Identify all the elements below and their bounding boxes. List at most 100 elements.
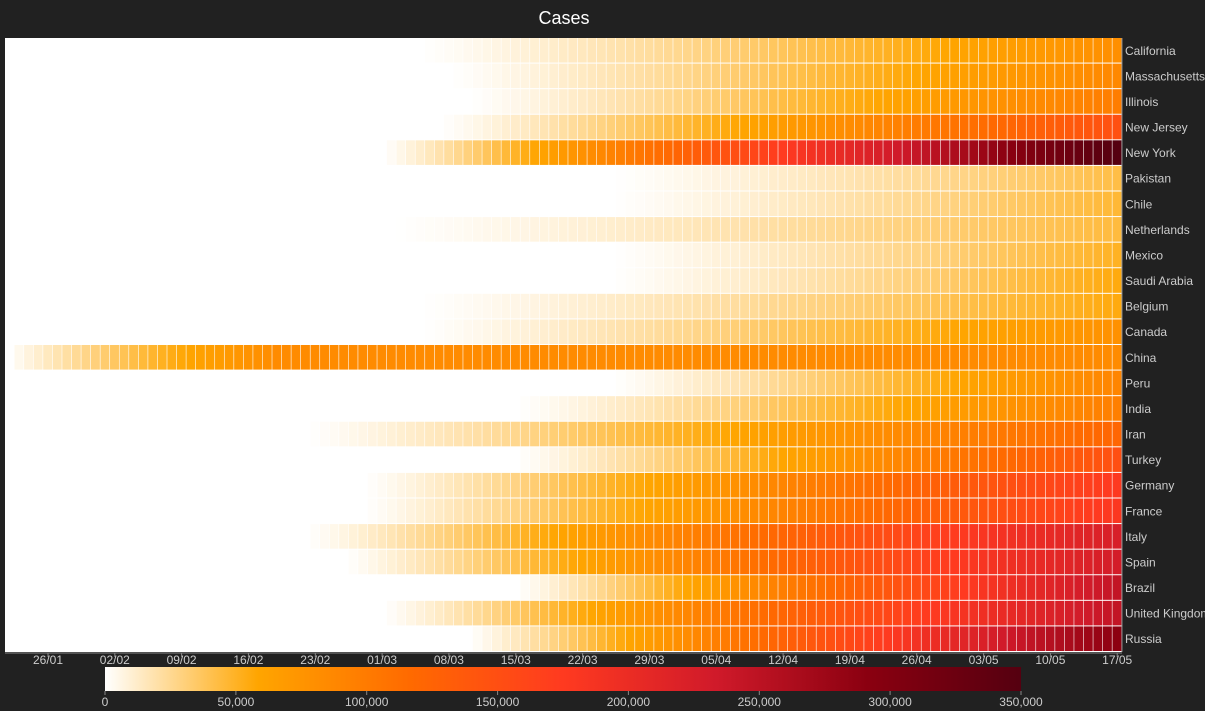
heatmap-cell xyxy=(215,191,224,217)
heatmap-cell xyxy=(864,242,874,268)
heatmap-cell xyxy=(883,600,893,626)
heatmap-cell xyxy=(568,114,578,140)
heatmap-cell xyxy=(1102,293,1112,319)
heatmap-cell xyxy=(1093,319,1103,344)
heatmap-cell xyxy=(243,575,253,600)
heatmap-cell xyxy=(501,549,511,575)
heatmap-cell xyxy=(463,575,473,600)
heatmap-cell xyxy=(291,191,301,217)
heatmap-cell xyxy=(587,447,597,472)
heatmap-cell xyxy=(1093,396,1103,421)
heatmap-cell xyxy=(759,268,769,293)
heatmap-cell xyxy=(167,242,177,268)
heatmap-cell xyxy=(243,268,253,293)
heatmap-cell xyxy=(444,600,454,626)
heatmap-cell xyxy=(205,217,215,242)
heatmap-cell xyxy=(969,447,979,472)
heatmap-cell xyxy=(243,140,253,165)
heatmap-cell xyxy=(1083,293,1093,319)
heatmap-cell xyxy=(997,345,1007,370)
heatmap-cell xyxy=(167,370,177,396)
heatmap-cell xyxy=(157,165,167,191)
heatmap-cell xyxy=(14,89,24,114)
legend-tick-label: 50,000 xyxy=(218,695,255,709)
heatmap-cell xyxy=(320,38,329,63)
heatmap-cell xyxy=(1083,626,1093,651)
heatmap-cell xyxy=(81,396,91,421)
heatmap-cell xyxy=(911,114,921,140)
heatmap-cell xyxy=(14,268,24,293)
heatmap-cell xyxy=(224,217,234,242)
heatmap-cell xyxy=(921,626,931,651)
heatmap-cell xyxy=(740,549,750,575)
heatmap-cell xyxy=(854,114,864,140)
heatmap-cell xyxy=(339,472,349,498)
heatmap-cell xyxy=(434,626,444,651)
heatmap-cell xyxy=(682,140,692,165)
heatmap-cell xyxy=(921,345,931,370)
heatmap-cell xyxy=(606,63,616,89)
heatmap-cell xyxy=(892,447,902,472)
heatmap-cell xyxy=(1055,165,1065,191)
heatmap-cell xyxy=(701,575,711,600)
heatmap-cell xyxy=(415,498,425,524)
heatmap-cell xyxy=(797,268,807,293)
heatmap-cell xyxy=(425,396,435,421)
heatmap-cell xyxy=(310,293,320,319)
heatmap-cell xyxy=(310,396,320,421)
heatmap-cell xyxy=(119,421,129,447)
heatmap-cell xyxy=(1064,191,1074,217)
heatmap-cell xyxy=(262,600,272,626)
heatmap-cell xyxy=(43,549,53,575)
heatmap-cell xyxy=(911,498,921,524)
heatmap-cell xyxy=(386,293,396,319)
heatmap-cell xyxy=(310,114,320,140)
heatmap-cell xyxy=(768,472,778,498)
heatmap-cell xyxy=(806,217,816,242)
heatmap-cell xyxy=(463,345,473,370)
heatmap-cell xyxy=(110,293,119,319)
heatmap-cell xyxy=(663,421,673,447)
heatmap-cell xyxy=(405,600,415,626)
heatmap-cell xyxy=(721,575,730,600)
heatmap-cell xyxy=(444,524,454,549)
heatmap-cell xyxy=(530,524,540,549)
heatmap-cell xyxy=(1102,498,1112,524)
heatmap-cell xyxy=(224,549,234,575)
heatmap-cell xyxy=(148,268,158,293)
heatmap-cell xyxy=(616,498,625,524)
heatmap-cell xyxy=(510,447,520,472)
heatmap-cell xyxy=(873,421,883,447)
heatmap-cell xyxy=(444,626,454,651)
heatmap-cell xyxy=(405,217,415,242)
heatmap-cell xyxy=(969,191,979,217)
heatmap-cell xyxy=(377,165,387,191)
heatmap-cell xyxy=(215,549,224,575)
heatmap-cell xyxy=(740,293,750,319)
heatmap-cell xyxy=(119,319,129,344)
heatmap-cell xyxy=(835,63,845,89)
heatmap-cell xyxy=(988,217,998,242)
heatmap-cell xyxy=(110,268,119,293)
heatmap-cell xyxy=(62,140,72,165)
heatmap-cell xyxy=(1016,370,1026,396)
heatmap-cell xyxy=(310,600,320,626)
heatmap-cell xyxy=(568,396,578,421)
heatmap-cell xyxy=(577,396,587,421)
heatmap-cell xyxy=(1045,268,1055,293)
heatmap-cell xyxy=(797,549,807,575)
heatmap-cell xyxy=(176,140,186,165)
heatmap-cell xyxy=(864,396,874,421)
heatmap-cell xyxy=(1112,600,1122,626)
heatmap-cell xyxy=(950,268,960,293)
heatmap-cell xyxy=(530,421,540,447)
heatmap-cell xyxy=(606,319,616,344)
heatmap-cell xyxy=(969,63,979,89)
heatmap-cell xyxy=(682,114,692,140)
heatmap-cell xyxy=(978,345,988,370)
heatmap-cell xyxy=(635,217,645,242)
heatmap-cell xyxy=(52,217,62,242)
heatmap-cell xyxy=(43,524,53,549)
heatmap-cell xyxy=(969,89,979,114)
heatmap-cell xyxy=(616,191,625,217)
